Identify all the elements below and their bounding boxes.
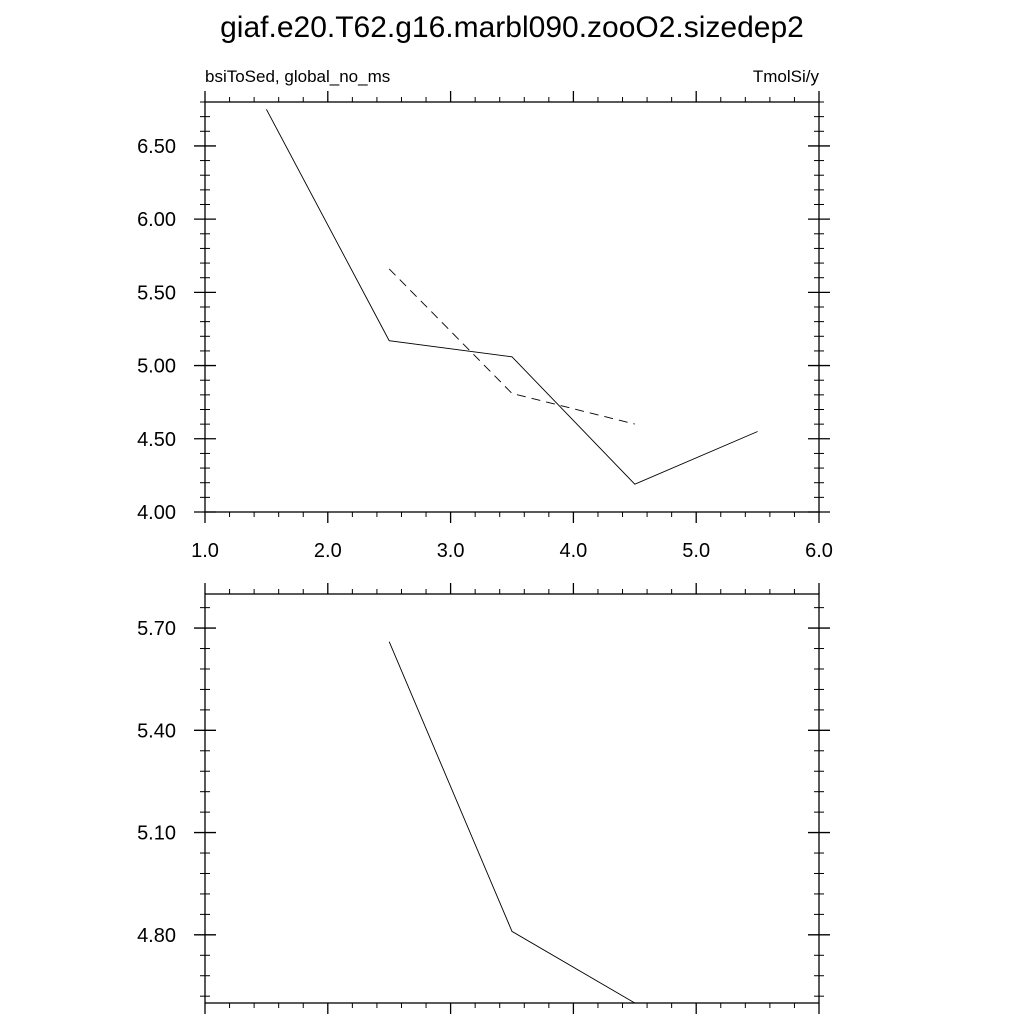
- bottom-chart-panel: 4.80 5.10 5.40 5.70: [137, 583, 830, 1014]
- top-chart-y-tick-label: 6.50: [137, 136, 176, 158]
- top-chart-left-label: bsiToSed, global_no_ms: [205, 67, 390, 86]
- bottom-chart-series-1-line: [388, 641, 636, 1004]
- top-chart-series-2-line: [388, 268, 635, 425]
- top-chart-panel: bsiToSed, global_no_ms TmolSi/y 1.0 2.0 3.…: [137, 67, 833, 562]
- bottom-chart-y-tick-label: 5.40: [137, 720, 176, 742]
- top-chart-x-tick-label: 2.0: [314, 540, 342, 562]
- top-chart-x-tick-label: 1.0: [191, 540, 219, 562]
- bottom-chart-y-tick-label: 5.70: [137, 618, 176, 640]
- top-chart-x-tick-label: 3.0: [437, 540, 465, 562]
- top-chart-series-1-line: [266, 109, 758, 485]
- top-chart-x-tick-label: 5.0: [682, 540, 710, 562]
- top-chart-y-tick-label: 4.00: [137, 502, 176, 524]
- top-chart-y-tick-label: 5.50: [137, 282, 176, 304]
- top-chart-y-tick-label: 5.00: [137, 356, 176, 378]
- bottom-chart-plot-frame: [204, 593, 820, 1004]
- top-chart-y-tick-label: 4.50: [137, 429, 176, 451]
- top-chart-x-tick-label: 4.0: [559, 540, 587, 562]
- figure-title: giaf.e20.T62.g16.marbl090.zooO2.sizedep2: [220, 11, 804, 44]
- top-chart-x-tick-label: 6.0: [805, 540, 833, 562]
- top-chart-right-label: TmolSi/y: [753, 67, 820, 86]
- bottom-chart-y-tick-label: 5.10: [137, 823, 176, 845]
- top-chart-y-tick-label: 6.00: [137, 209, 176, 231]
- bottom-chart-y-tick-label: 4.80: [137, 925, 176, 947]
- top-chart-plot-frame: [204, 101, 820, 513]
